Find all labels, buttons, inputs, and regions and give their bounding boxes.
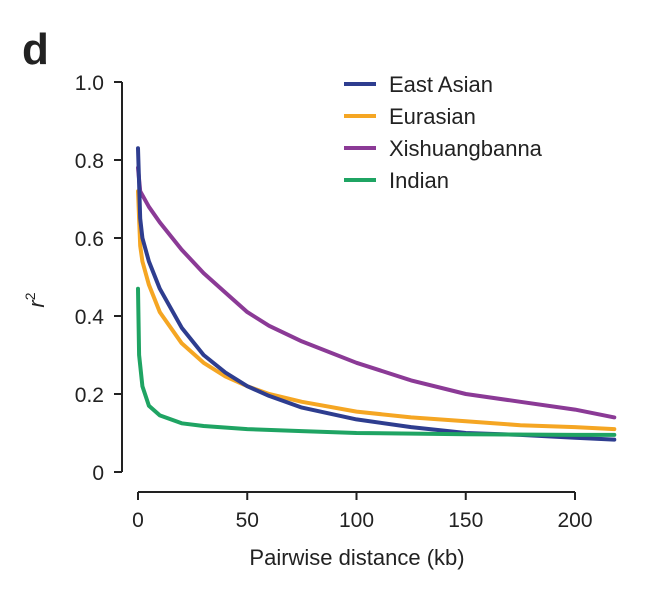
x-tick-label: 150	[448, 509, 483, 532]
y-tick-label: 0.2	[75, 384, 104, 407]
x-tick-label: 0	[132, 509, 144, 532]
y-tick-label: 0	[92, 462, 104, 485]
x-tick-label: 200	[557, 509, 592, 532]
legend-label: East Asian	[389, 72, 493, 97]
panel-label: d	[22, 25, 49, 74]
x-tick-label: 100	[339, 509, 374, 532]
y-axis-label-sup: 2	[22, 292, 38, 300]
series-line-east-asian	[136, 146, 617, 442]
y-axis-label: r2	[22, 292, 49, 307]
y-axis-label-main: r	[24, 299, 49, 308]
y-tick-label: 0.4	[75, 306, 105, 329]
y-tick-label: 1.0	[75, 72, 104, 95]
x-axis-label: Pairwise distance (kb)	[249, 545, 464, 570]
legend-label: Xishuangbanna	[389, 136, 543, 161]
series-line-xishuangbanna	[136, 165, 617, 420]
y-tick-label: 0.6	[75, 228, 104, 251]
series-line-eurasian	[136, 189, 617, 432]
legend-label: Eurasian	[389, 104, 476, 129]
y-tick-label: 0.8	[75, 150, 104, 173]
x-tick-label: 50	[236, 509, 259, 532]
legend-label: Indian	[389, 168, 449, 193]
series-line-indian	[136, 286, 617, 437]
